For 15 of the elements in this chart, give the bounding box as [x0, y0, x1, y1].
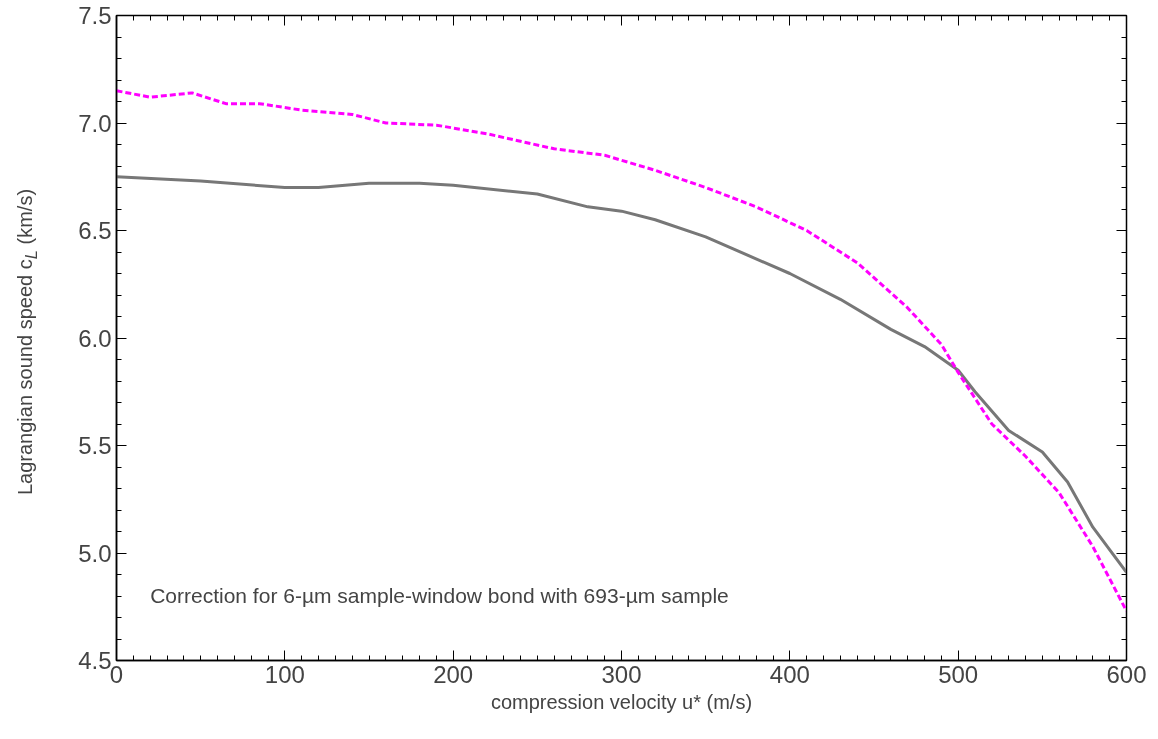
x-axis-title: compression velocity u* (m/s)	[490, 690, 753, 713]
x-tick-label: 500	[938, 660, 979, 688]
x-tick-label: 300	[601, 660, 642, 688]
y-tick-label: 7.5	[78, 2, 112, 29]
y-tick-label: 6.5	[78, 217, 112, 244]
annotation: Correction for 6-µm sample-window bond with 693-µm sample	[150, 583, 729, 607]
y-tick-label: 6.0	[78, 324, 112, 352]
y-tick-label: 5.5	[78, 432, 112, 459]
y-tick-label: 7.0	[78, 109, 112, 137]
x-tick-label: 600	[1106, 660, 1147, 688]
x-tick-label: 400	[769, 660, 810, 688]
y-tick-label: 5.0	[78, 539, 112, 567]
y-tick-label: 4.5	[78, 647, 112, 674]
x-tick-label: 100	[264, 660, 305, 688]
x-tick-label: 200	[433, 660, 474, 688]
